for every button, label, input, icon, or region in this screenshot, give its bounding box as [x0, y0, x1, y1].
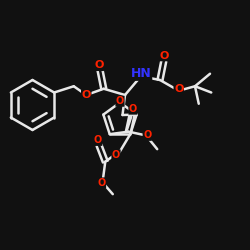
Text: O: O — [174, 84, 184, 94]
Text: O: O — [129, 104, 137, 114]
Text: HN: HN — [131, 67, 152, 80]
Text: O: O — [94, 60, 104, 70]
Text: O: O — [160, 51, 169, 61]
Text: O: O — [112, 150, 120, 160]
Text: O: O — [116, 96, 124, 106]
Text: O: O — [143, 130, 151, 140]
Text: O: O — [82, 90, 91, 100]
Text: O: O — [98, 178, 106, 188]
Text: O: O — [94, 136, 102, 145]
